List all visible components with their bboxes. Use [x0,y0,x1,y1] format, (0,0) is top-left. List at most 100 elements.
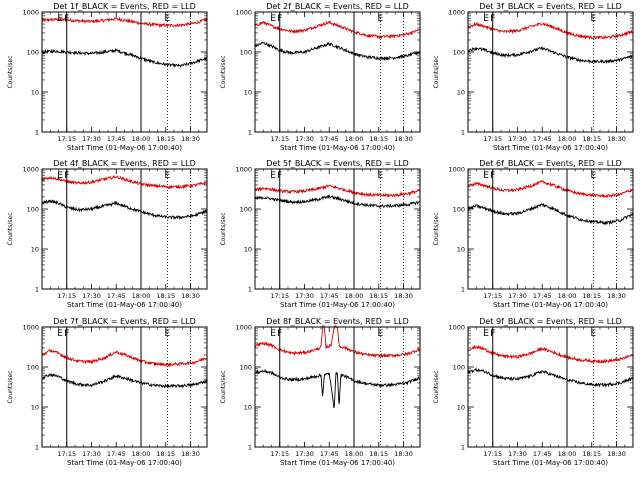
x-tick-label: 17:30 [508,450,527,458]
x-tick-label: 18:15 [156,292,175,300]
y-tick-label: 10 [457,89,465,97]
series-line-lld [254,20,421,40]
event-marker: E [57,171,63,181]
plot-frame [467,168,634,290]
series-line-events [467,202,634,226]
chart-panel: Det 7f_BLACK = Events, RED = LLD Counts/s… [7,317,208,467]
series-line-events [254,368,421,409]
x-tick-label: 17:30 [295,292,314,300]
y-axis-label: Counts/sec [7,55,14,88]
event-marker: E [378,329,384,339]
series-line-lld [254,324,421,359]
x-tick-label: 17:45 [107,135,126,143]
event-marker: E [378,171,384,181]
x-tick-label: 17:45 [107,292,126,300]
event-marker: F [64,14,69,24]
y-tick-label: 1 [461,129,465,137]
x-tick-label: 18:00 [345,135,364,143]
event-marker: E [483,171,489,181]
y-tick-label: 10 [457,246,465,254]
x-tick-label: 18:30 [394,450,413,458]
series-line-events [467,367,634,388]
x-tick-label: 17:15 [270,135,289,143]
series-line-lld [467,179,634,199]
event-marker: E [483,14,489,24]
plot-frame [467,11,634,133]
x-tick-label: 17:30 [508,135,527,143]
x-tick-label: 18:15 [582,292,601,300]
plot-frame [254,326,421,448]
y-axis-label: Counts/sec [7,212,14,245]
x-tick-label: 18:15 [369,292,388,300]
x-axis-label: Start Time (01-May-06 17:00:40) [493,301,608,309]
chart-panel: Det 2f_BLACK = Events, RED = LLD Counts/s… [220,2,421,152]
y-tick-label: 1000 [235,324,252,332]
x-tick-label: 17:30 [82,450,101,458]
y-tick-label: 10 [244,246,252,254]
y-tick-label: 10 [457,404,465,412]
event-marker: F [277,329,282,339]
y-tick-label: 1000 [448,9,465,17]
x-axis-label: Start Time (01-May-06 17:00:40) [280,301,395,309]
x-tick-label: 17:30 [82,292,101,300]
x-tick-label: 17:15 [483,450,502,458]
x-tick-label: 18:00 [558,135,577,143]
y-tick-label: 1000 [448,166,465,174]
y-tick-label: 1000 [235,166,252,174]
plot-frame [41,11,208,133]
chart-title: Det 3f_BLACK = Events, RED = LLD [479,2,622,11]
event-marker: E [165,14,171,24]
series-line-lld [41,16,208,29]
chart-title: Det 4f_BLACK = Events, RED = LLD [53,159,196,168]
chart-title: Det 1f_BLACK = Events, RED = LLD [53,2,196,11]
plot-frame [467,326,634,448]
x-tick-label: 18:00 [558,450,577,458]
x-tick-label: 18:30 [181,450,200,458]
chart-title: Det 8f_BLACK = Events, RED = LLD [266,317,409,326]
x-tick-label: 18:30 [607,135,626,143]
x-tick-label: 18:00 [558,292,577,300]
y-tick-label: 10 [31,246,39,254]
y-tick-label: 10 [244,404,252,412]
chart-title: Det 9f_BLACK = Events, RED = LLD [479,317,622,326]
y-axis-label: Counts/sec [220,212,227,245]
series-line-lld [41,174,208,190]
x-tick-label: 18:30 [607,450,626,458]
x-tick-label: 17:45 [320,135,339,143]
plot-frame [254,11,421,133]
x-tick-label: 17:45 [533,450,552,458]
event-marker: E [591,171,597,181]
y-tick-label: 1000 [22,166,39,174]
y-tick-label: 1 [248,286,252,294]
event-marker: F [277,14,282,24]
x-tick-label: 17:45 [533,292,552,300]
x-axis-label: Start Time (01-May-06 17:00:40) [67,144,182,152]
x-axis-label: Start Time (01-May-06 17:00:40) [280,459,395,467]
x-tick-label: 18:15 [369,450,388,458]
y-tick-label: 1 [248,129,252,137]
y-tick-label: 1000 [448,324,465,332]
x-tick-label: 18:15 [582,450,601,458]
event-marker: E [270,14,276,24]
y-tick-label: 1000 [22,9,39,17]
chart-panel: Det 3f_BLACK = Events, RED = LLD Counts/s… [433,2,634,152]
chart-title: Det 2f_BLACK = Events, RED = LLD [266,2,409,11]
x-axis-label: Start Time (01-May-06 17:00:40) [67,301,182,309]
series-line-lld [467,344,634,364]
x-axis-label: Start Time (01-May-06 17:00:40) [280,144,395,152]
chart-title: Det 6f_BLACK = Events, RED = LLD [479,159,622,168]
series-line-events [467,46,634,65]
x-tick-label: 17:15 [483,135,502,143]
y-tick-label: 100 [27,206,39,214]
series-line-lld [254,184,421,199]
x-tick-label: 18:15 [582,135,601,143]
event-marker: E [483,329,489,339]
x-tick-label: 17:15 [270,450,289,458]
chart-panel: Det 5f_BLACK = Events, RED = LLD Counts/s… [220,159,421,309]
x-tick-label: 18:30 [394,292,413,300]
event-marker: F [490,329,495,339]
y-tick-label: 1 [35,444,39,452]
x-tick-label: 18:00 [132,292,151,300]
plot-frame [41,168,208,290]
